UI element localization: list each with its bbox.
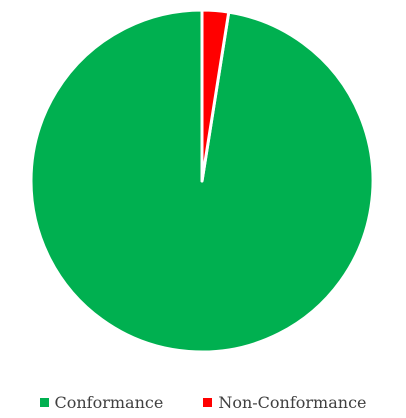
legend-item-non-conformance: Non-Conformance	[203, 392, 367, 412]
legend-swatch-non-conformance	[203, 397, 213, 407]
legend-swatch-conformance	[39, 397, 49, 407]
legend: Conformance Non-Conformance	[0, 390, 406, 414]
legend-label-non-conformance: Non-Conformance	[218, 392, 367, 412]
pie-slice-non-conformance	[200, 8, 231, 183]
legend-label-conformance: Conformance	[54, 392, 164, 412]
legend-item-conformance: Conformance	[39, 392, 164, 412]
pie-chart	[29, 8, 375, 354]
